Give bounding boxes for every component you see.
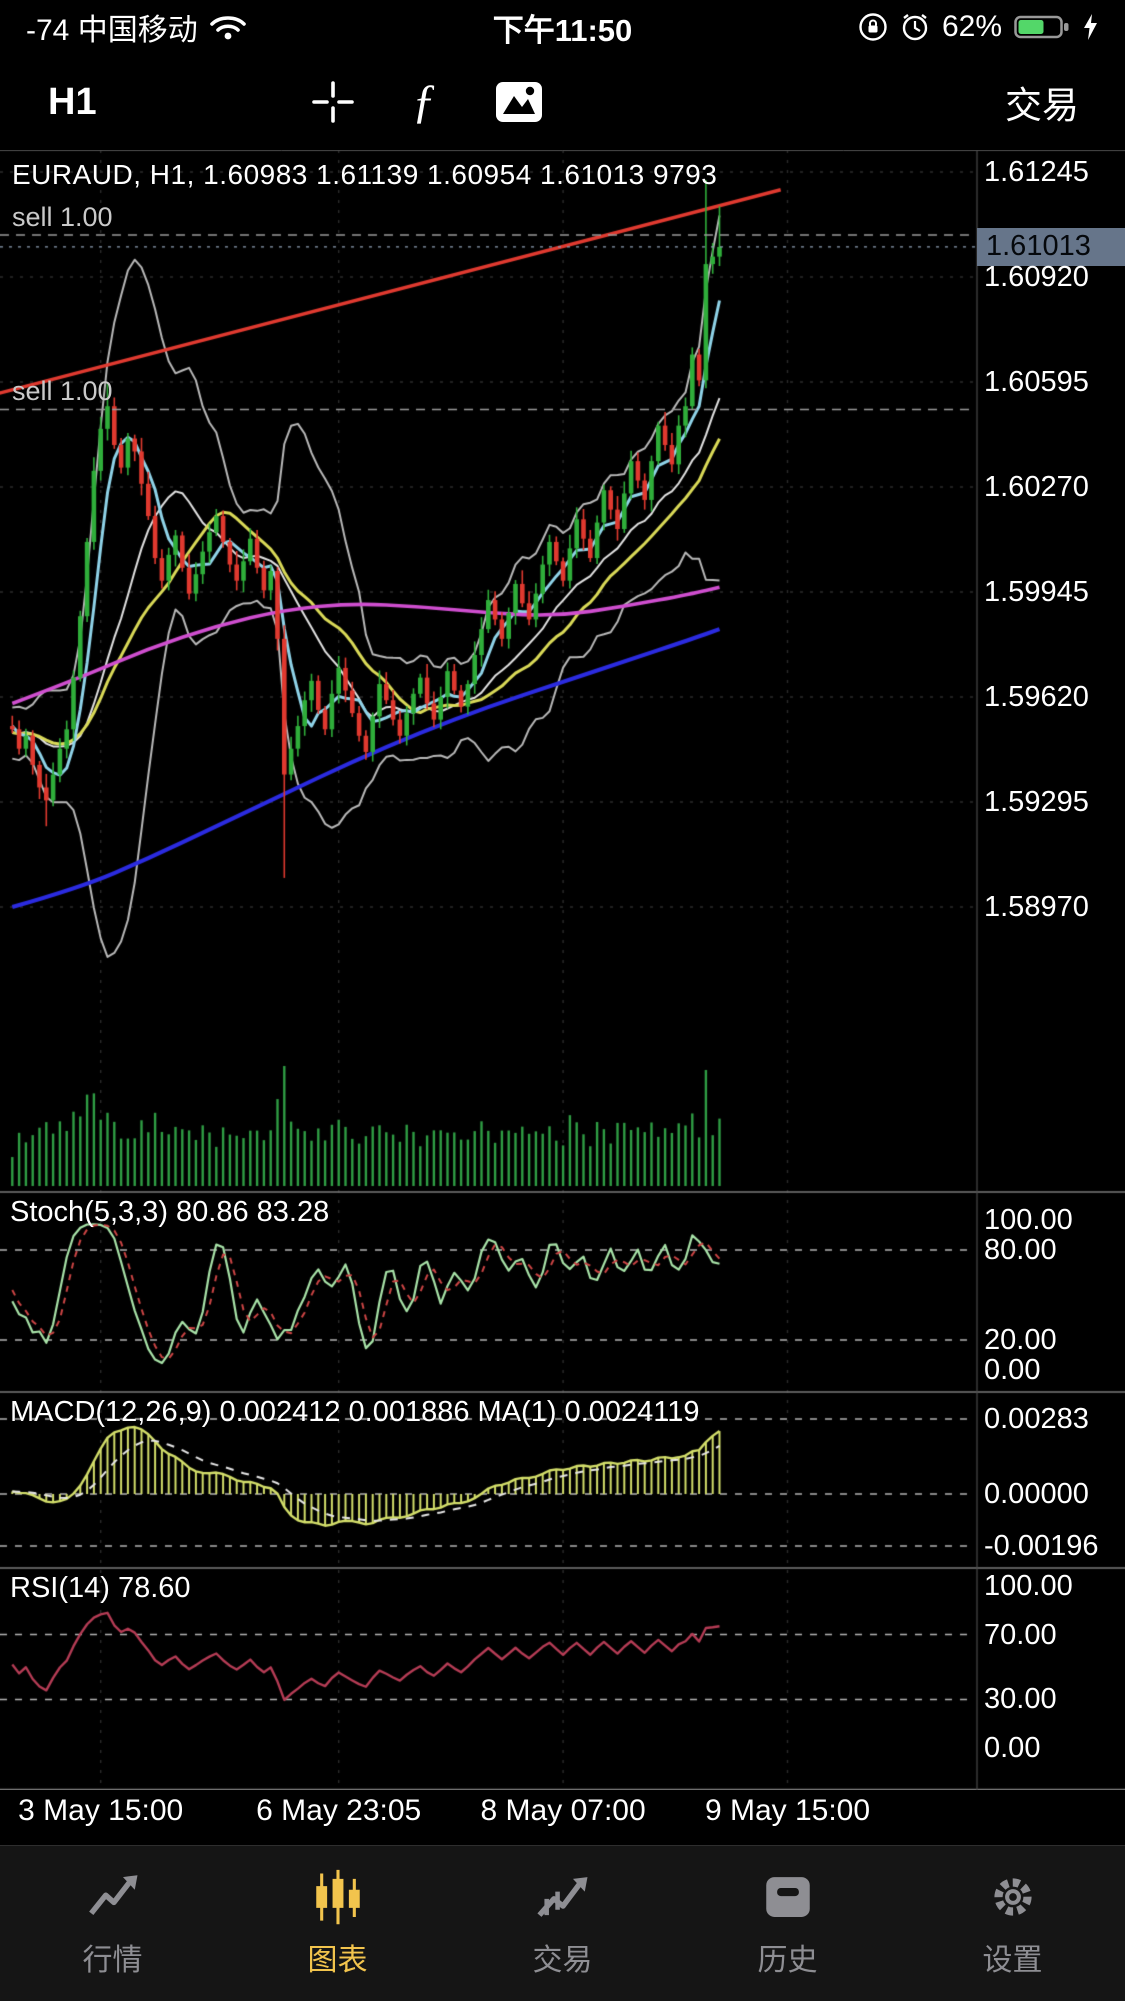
battery-icon [1014,15,1069,39]
status-time: 下午11:50 [492,12,633,48]
charts-icon [315,1869,360,1925]
time-axis-label: 9 May 15:00 [704,1794,871,1827]
tab-settings[interactable]: 设置 [900,1846,1125,2001]
orientation-lock-icon [859,13,887,41]
carrier-label: -74 中国移动 [26,14,198,47]
history-icon [765,1877,810,1917]
wifi-icon [209,16,246,40]
tab-label: 历史 [757,1944,818,1977]
charging-bolt-icon [1084,14,1097,40]
tab-label: 设置 [982,1944,1043,1977]
time-axis-label: 6 May 23:05 [256,1794,422,1827]
tab-bar: 行情 图表 交易 历史 [0,1845,1125,2001]
timeframe-button[interactable]: H1 [48,80,97,123]
objects-icon[interactable] [494,80,544,124]
time-axis-label: 8 May 07:00 [480,1794,646,1827]
trade-button[interactable]: 交易 [1005,85,1079,126]
crosshair-icon[interactable] [312,81,354,123]
tab-charts[interactable]: 图表 [225,1846,450,2001]
chart-toolbar: H1 ƒ 交易 [0,54,1125,150]
battery-percent: 62% [941,10,1002,43]
trade-icon [536,1877,587,1917]
tab-label: 交易 [532,1944,593,1977]
tab-history[interactable]: 历史 [675,1846,900,2001]
status-bar: -74 中国移动 下午11:50 62% [0,0,1125,54]
alarm-icon [902,14,928,41]
settings-icon [993,1878,1032,1916]
quotes-icon [88,1875,137,1916]
tab-label: 行情 [82,1944,143,1977]
tab-quotes[interactable]: 行情 [0,1846,225,2001]
tab-trade[interactable]: 交易 [450,1846,675,2001]
tab-label: 图表 [307,1944,368,1977]
time-axis-label: 3 May 15:00 [18,1794,184,1827]
indicators-icon[interactable]: ƒ [412,75,436,128]
chart-canvas[interactable] [0,150,1125,1790]
